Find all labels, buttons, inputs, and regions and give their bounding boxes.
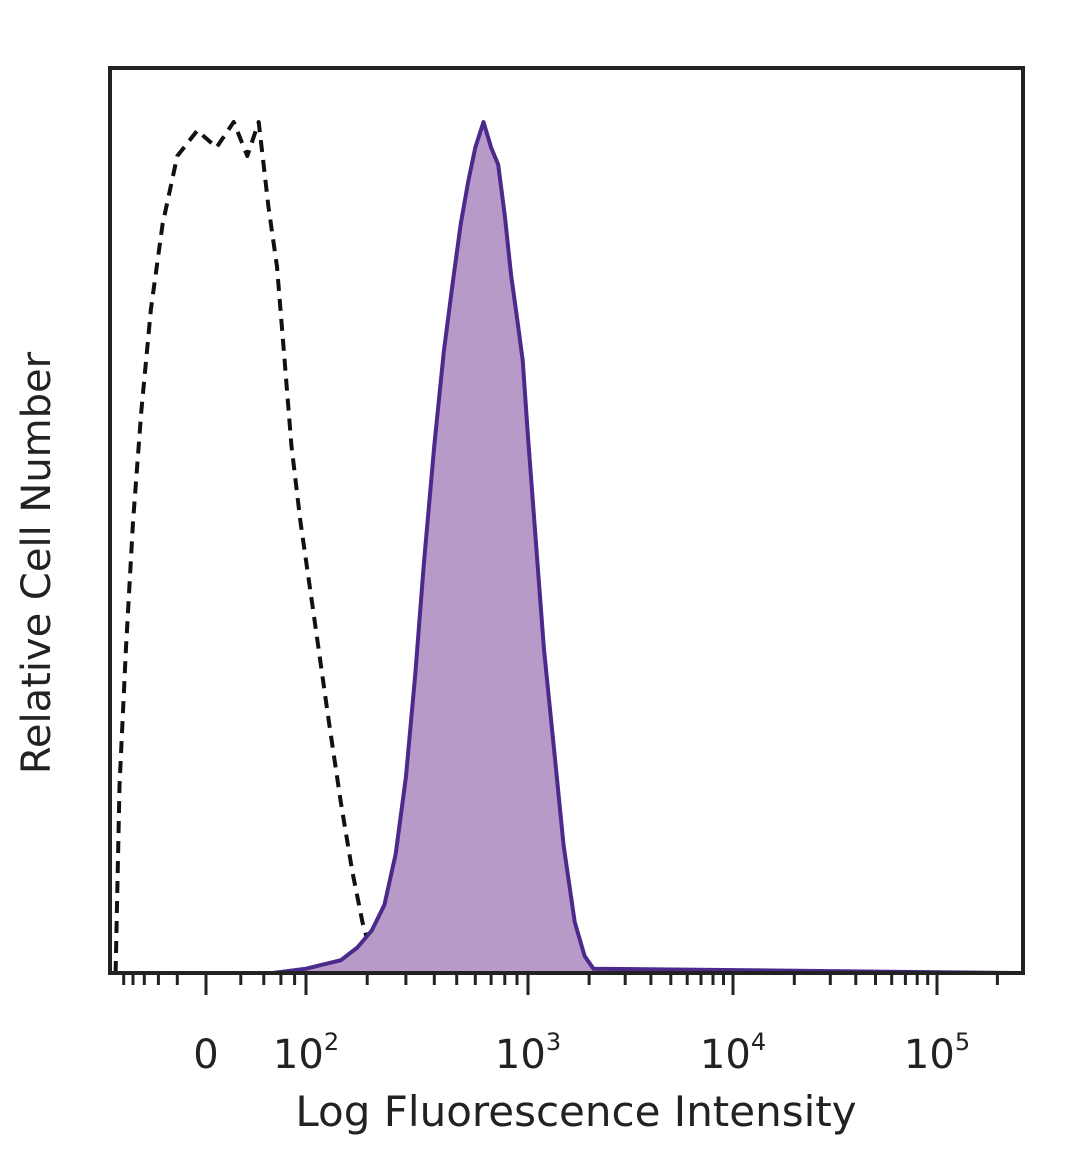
series-layer — [113, 120, 1017, 975]
x-tick-label-exponent: 5 — [955, 1028, 970, 1056]
x-tick-label-base: 10 — [273, 1032, 324, 1078]
x-axis-title: Log Fluorescence Intensity — [295, 1087, 856, 1136]
x-tick-label: 104 — [700, 1028, 766, 1078]
series-control-dashed — [113, 120, 390, 975]
x-tick-label-exponent: 3 — [546, 1028, 561, 1056]
x-tick-label-base: 10 — [904, 1032, 955, 1078]
x-tick-label-base: 10 — [495, 1032, 546, 1078]
x-axis-ticks — [122, 973, 999, 995]
x-tick-label: 0 — [193, 1032, 218, 1078]
x-tick-label-exponent: 2 — [324, 1028, 339, 1056]
x-tick-label-exponent: 4 — [751, 1028, 766, 1056]
x-tick-label: 105 — [904, 1028, 970, 1078]
x-axis-tick-labels: 0 102 103 104 105 — [193, 1028, 970, 1078]
x-tick-label-base: 0 — [193, 1032, 218, 1078]
x-tick-label: 102 — [273, 1028, 339, 1078]
plot-frame — [108, 66, 1025, 975]
x-tick-label-base: 10 — [700, 1032, 751, 1078]
x-tick-label: 103 — [495, 1028, 561, 1078]
series-stained-outline — [115, 120, 1017, 975]
y-axis-title: Relative Cell Number — [14, 351, 60, 774]
plot-background — [110, 68, 1023, 973]
